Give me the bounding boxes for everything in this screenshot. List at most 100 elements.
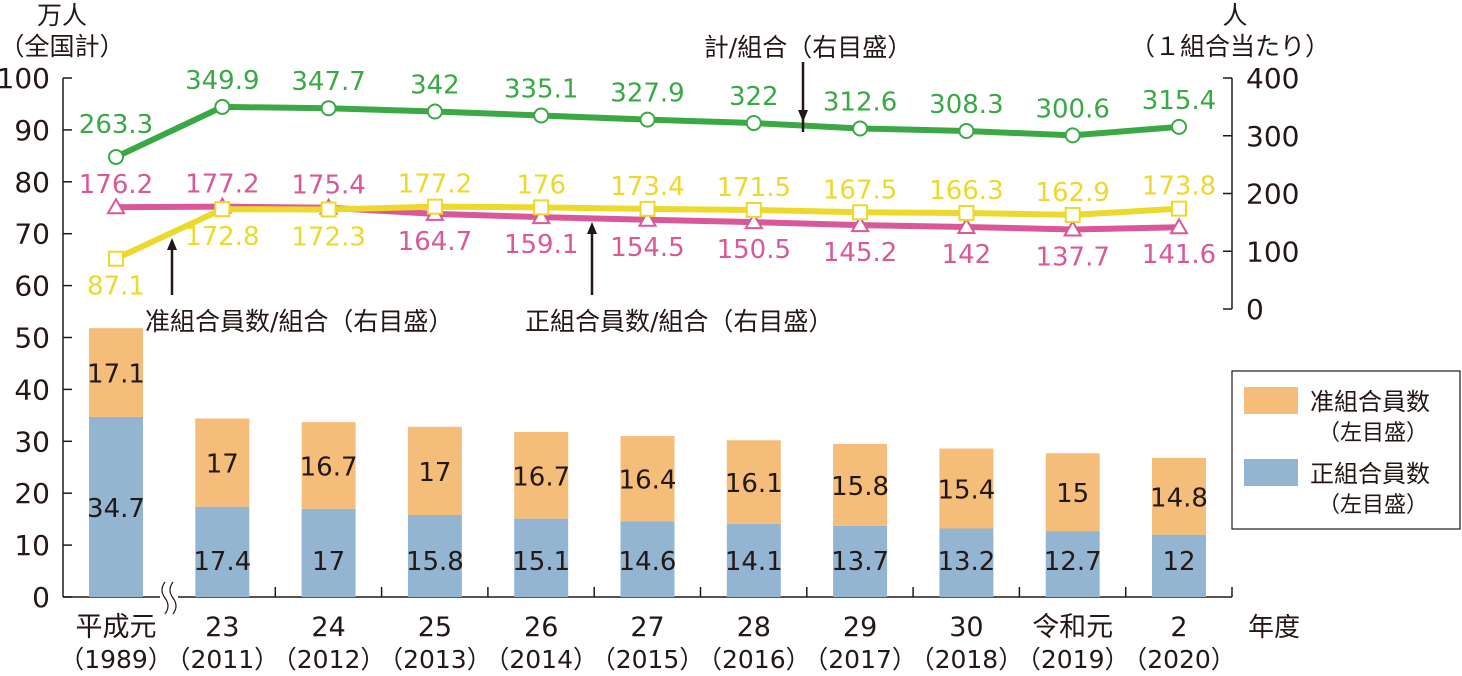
x-tick-year: （1989） — [59, 645, 173, 672]
bar-seiku — [301, 508, 356, 597]
circle-marker — [852, 120, 869, 137]
x-tick-label: 29 — [843, 612, 877, 643]
x-axis-unit: 年度 — [1248, 613, 1300, 643]
square-marker — [852, 204, 869, 221]
right-tick-label: 300 — [1246, 120, 1299, 153]
line-value-label: 176 — [516, 170, 566, 200]
bar-label-seiku: 14.1 — [725, 547, 783, 577]
bar-seiku — [407, 514, 462, 597]
circle-marker — [108, 148, 124, 165]
line-value-label: 315.4 — [1142, 86, 1216, 116]
left-tick-label: 30 — [14, 425, 50, 458]
triangle-marker — [956, 216, 977, 234]
legend-label-junkumi: 准組合員数 — [1310, 388, 1430, 416]
line-value-label: 263.3 — [79, 110, 153, 140]
square-marker — [320, 201, 337, 218]
line-value-label: 335.1 — [504, 74, 578, 104]
bar-label-seiku: 17 — [312, 547, 345, 577]
x-tick-year: （2018） — [910, 645, 1024, 672]
line-value-label: 327.9 — [610, 79, 684, 109]
bar-label-junkumi: 14.8 — [1150, 483, 1208, 513]
bar-label-junkumi: 15.8 — [831, 472, 889, 502]
bar-label-junkumi: 17 — [418, 458, 451, 488]
line-value-label: 159.1 — [504, 230, 578, 260]
triangle-marker — [1062, 219, 1083, 237]
circle-marker — [1064, 127, 1081, 144]
line-value-label: 164.7 — [398, 227, 472, 257]
bar-junkumi — [833, 443, 888, 526]
bar-label-seiku: 17.4 — [193, 547, 251, 577]
bar-seiku — [195, 506, 250, 597]
annotation-seiku: 正組合員数/組合（右目盛） — [525, 307, 833, 336]
bar-label-junkumi: 15 — [1056, 479, 1089, 509]
left-tick-label: 10 — [14, 529, 50, 562]
legend-sub-seiku: （左目盛） — [1318, 493, 1428, 518]
bar-label-seiku: 13.7 — [831, 547, 889, 577]
line-value-label: 347.7 — [291, 67, 365, 97]
right-tick-label: 100 — [1246, 235, 1299, 268]
left-tick-label: 20 — [14, 477, 50, 510]
bar-junkumi — [89, 328, 143, 417]
line-value-label: 322 — [729, 82, 779, 112]
x-tick-label: 25 — [418, 612, 452, 643]
x-tick-year: （2017） — [803, 645, 917, 672]
bar-label-junkumi: 15.4 — [937, 476, 995, 506]
square-marker — [745, 201, 762, 218]
annotation-junkumi: 准組合員数/組合（右目盛） — [145, 307, 453, 336]
bar-label-seiku: 12.7 — [1044, 547, 1102, 577]
triangle-marker — [850, 215, 870, 233]
line-value-label: 312.6 — [823, 87, 897, 117]
x-tick-label: 30 — [949, 612, 983, 643]
line-value-label: 173.8 — [1142, 172, 1216, 202]
legend-label-seiku: 正組合員数 — [1310, 460, 1430, 488]
triangle-marker — [1169, 217, 1189, 235]
line-value-label: 154.5 — [610, 233, 684, 263]
bar-junkumi — [195, 418, 250, 507]
bar-seiku — [1045, 531, 1100, 597]
bar-junkumi — [407, 426, 462, 515]
bar-label-seiku: 14.6 — [619, 547, 677, 577]
bar-label-junkumi: 17.1 — [87, 360, 145, 390]
bar-seiku — [620, 521, 675, 597]
circle-marker — [320, 100, 337, 117]
line-value-label: 172.8 — [185, 222, 259, 252]
right-tick-label: 400 — [1246, 62, 1299, 95]
bar-label-seiku: 15.1 — [512, 547, 570, 577]
bar-seiku — [726, 523, 781, 597]
square-marker — [639, 200, 656, 217]
square-marker — [958, 204, 975, 221]
x-tick-year: （2020） — [1122, 645, 1236, 672]
bar-label-seiku: 12 — [1162, 547, 1195, 577]
line-value-label: 171.5 — [717, 173, 791, 203]
left-tick-label: 90 — [14, 114, 50, 147]
arrow-head-icon — [587, 222, 597, 234]
x-tick-year: （2013） — [378, 645, 492, 672]
bar-seiku — [1152, 534, 1206, 597]
x-tick-label: 2 — [1170, 612, 1187, 643]
bar-label-junkumi: 16.1 — [725, 469, 783, 499]
line-value-label: 176.2 — [79, 170, 153, 200]
bar-junkumi — [939, 448, 994, 529]
bar-junkumi — [1152, 457, 1206, 535]
bar-label-junkumi: 16.7 — [512, 462, 570, 492]
left-axis-sublabel: （全国計） — [0, 32, 125, 61]
line-value-label: 167.5 — [823, 175, 897, 205]
square-marker — [108, 250, 124, 267]
x-tick-year: （2016） — [697, 645, 811, 672]
annotation-total: 計/組合（右目盛） — [704, 33, 912, 62]
circle-marker — [1171, 118, 1187, 135]
line-value-label: 349.9 — [185, 66, 259, 96]
left-axis-unit: 万人 — [37, 1, 87, 30]
x-tick-year: （2011） — [165, 645, 279, 672]
x-tick-year: （2012） — [272, 645, 386, 672]
legend-swatch-junkumi — [1244, 387, 1298, 414]
circle-marker — [745, 115, 762, 132]
bar-label-junkumi: 17 — [206, 450, 239, 480]
triangle-marker — [531, 207, 551, 225]
line-value-label: 87.1 — [87, 272, 145, 302]
line-value-label: 172.3 — [291, 222, 365, 252]
square-marker — [214, 201, 231, 218]
bar-junkumi — [301, 422, 356, 509]
square-marker — [1064, 206, 1081, 223]
